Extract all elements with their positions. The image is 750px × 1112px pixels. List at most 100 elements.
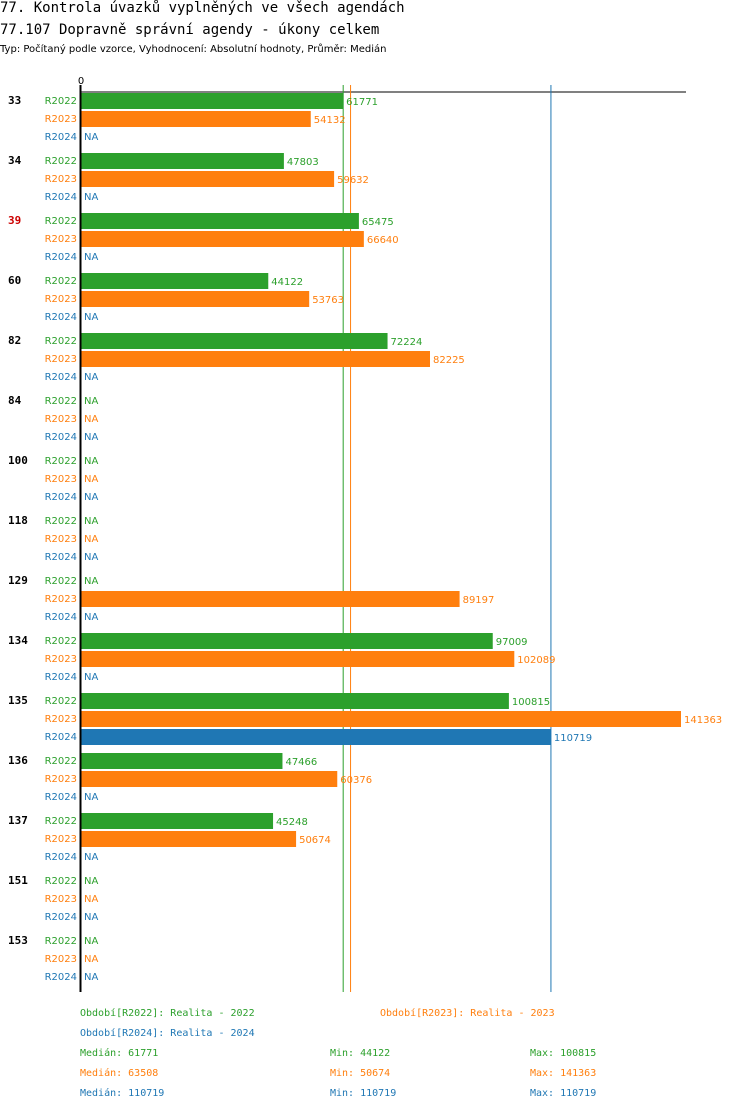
series-row-label: R2023: [45, 234, 77, 245]
series-row-label: R2024: [45, 192, 77, 203]
data-label: 141363: [684, 715, 722, 726]
data-label: 100815: [512, 697, 550, 708]
bar: [81, 831, 297, 847]
na-label: NA: [84, 954, 98, 965]
category-label: 34: [8, 154, 22, 167]
na-label: NA: [84, 396, 98, 407]
na-label: NA: [84, 492, 98, 503]
data-label: 110719: [554, 733, 592, 744]
series-row-label: R2024: [45, 372, 77, 383]
bar: [81, 231, 364, 247]
chart-title: 77. Kontrola úvazků vyplněných ve všech …: [0, 0, 405, 16]
bar: [81, 351, 430, 367]
series-row-label: R2022: [45, 636, 77, 647]
series-row-label: R2022: [45, 396, 77, 407]
na-label: NA: [84, 792, 98, 803]
data-label: 53763: [312, 295, 344, 306]
data-label: 59632: [337, 175, 369, 186]
series-row-label: R2022: [45, 816, 77, 827]
series-row-label: R2024: [45, 972, 77, 983]
bar: [81, 693, 509, 709]
data-label: 102089: [517, 655, 555, 666]
series-row-label: R2022: [45, 96, 77, 107]
stat-max-r2023: Max: 141363: [530, 1068, 597, 1079]
na-label: NA: [84, 192, 98, 203]
stat-max-r2022: Max: 100815: [530, 1048, 597, 1059]
bar-chart: 0 33 R2022 61771 R2023 54132 R2024 NA 34 R2022 478…: [8, 76, 722, 992]
data-label: 45248: [276, 817, 308, 828]
series-row-label: R2022: [45, 156, 77, 167]
na-label: NA: [84, 894, 98, 905]
series-row-label: R2022: [45, 756, 77, 767]
category-label: 118: [8, 514, 28, 527]
series-row-label: R2023: [45, 594, 77, 605]
bar: [81, 711, 681, 727]
series-row-label: R2023: [45, 774, 77, 785]
category-label: 153: [8, 934, 28, 947]
series-row-label: R2023: [45, 714, 77, 725]
data-label: 47803: [287, 157, 319, 168]
series-row-label: R2024: [45, 612, 77, 623]
series-row-label: R2022: [45, 936, 77, 947]
series-row-label: R2022: [45, 216, 77, 227]
bar: [81, 729, 551, 745]
series-row-label: R2022: [45, 576, 77, 587]
series-row-label: R2024: [45, 552, 77, 563]
na-label: NA: [84, 516, 98, 527]
na-label: NA: [84, 534, 98, 545]
bar: [81, 93, 344, 109]
bar: [81, 633, 493, 649]
na-label: NA: [84, 552, 98, 563]
category-label: 151: [8, 874, 28, 887]
bar: [81, 591, 460, 607]
series-row-label: R2024: [45, 132, 77, 143]
series-row-label: R2023: [45, 654, 77, 665]
category-label: 82: [8, 334, 21, 347]
bar: [81, 273, 269, 289]
series-row-label: R2023: [45, 894, 77, 905]
data-label: 97009: [496, 637, 528, 648]
series-row-label: R2024: [45, 792, 77, 803]
na-label: NA: [84, 456, 98, 467]
na-label: NA: [84, 132, 98, 143]
category-label: 136: [8, 754, 28, 767]
bar: [81, 771, 338, 787]
data-label: 82225: [433, 355, 465, 366]
category-label: 33: [8, 94, 21, 107]
series-row-label: R2023: [45, 534, 77, 545]
na-label: NA: [84, 576, 98, 587]
bar: [81, 171, 335, 187]
na-label: NA: [84, 912, 98, 923]
category-label: 100: [8, 454, 28, 467]
series-row-label: R2022: [45, 876, 77, 887]
series-row-label: R2024: [45, 492, 77, 503]
na-label: NA: [84, 432, 98, 443]
bar: [81, 333, 388, 349]
series-row-label: R2022: [45, 696, 77, 707]
series-row-label: R2024: [45, 912, 77, 923]
stat-min-r2022: Min: 44122: [330, 1048, 391, 1059]
stat-max-r2024: Max: 110719: [530, 1088, 597, 1099]
x-tick-label: 0: [78, 76, 84, 87]
na-label: NA: [84, 852, 98, 863]
category-label: 134: [8, 634, 28, 647]
series-row-label: R2023: [45, 474, 77, 485]
stat-median-r2022: Medián: 61771: [80, 1048, 159, 1059]
series-row-label: R2022: [45, 336, 77, 347]
legend-r2023: Období[R2023]: Realita - 2023: [380, 1008, 555, 1019]
data-label: 89197: [463, 595, 495, 606]
chart-description: Typ: Počítaný podle vzorce, Vyhodnocení:…: [0, 44, 387, 55]
na-label: NA: [84, 372, 98, 383]
na-label: NA: [84, 252, 98, 263]
na-label: NA: [84, 612, 98, 623]
category-label: 129: [8, 574, 28, 587]
stat-min-r2024: Min: 110719: [330, 1088, 397, 1099]
series-row-label: R2023: [45, 174, 77, 185]
series-row-label: R2024: [45, 672, 77, 683]
category-label: 60: [8, 274, 21, 287]
category-label: 137: [8, 814, 28, 827]
category-label: 39: [8, 214, 21, 227]
data-label: 66640: [367, 235, 399, 246]
data-label: 50674: [299, 835, 331, 846]
data-label: 54132: [314, 115, 346, 126]
